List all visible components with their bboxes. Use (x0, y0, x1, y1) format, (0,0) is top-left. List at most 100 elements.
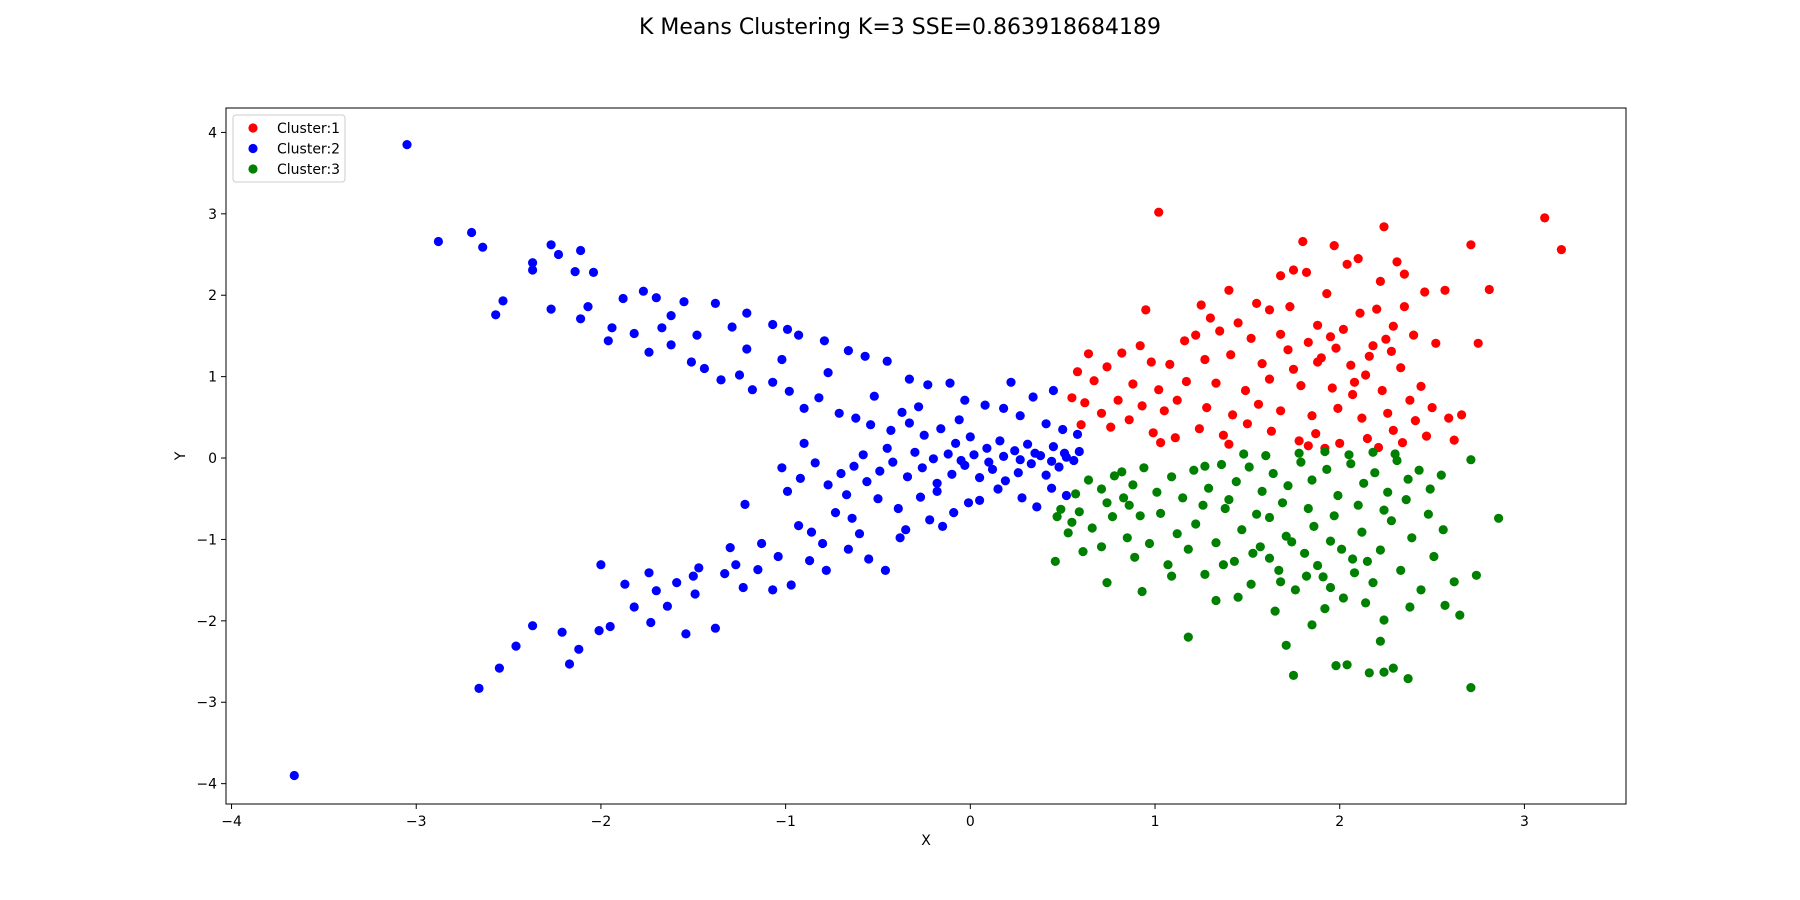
cluster-3-point (1313, 561, 1322, 570)
cluster-3-point (1269, 469, 1278, 478)
cluster-2-point (1030, 449, 1039, 458)
cluster-1-point (1276, 406, 1285, 415)
cluster-2-point (630, 329, 639, 338)
cluster-2-point (571, 267, 580, 276)
cluster-1-point (1173, 396, 1182, 405)
cluster-2-point (883, 444, 892, 453)
cluster-3-point (1300, 549, 1309, 558)
cluster-1-point (1283, 345, 1292, 354)
cluster-1-point (1102, 362, 1111, 371)
cluster-1-point (1128, 379, 1137, 388)
cluster-3-point (1128, 480, 1137, 489)
cluster-3-point (1237, 525, 1246, 534)
cluster-2-point (794, 521, 803, 530)
cluster-1-point (1331, 344, 1340, 353)
cluster-1-point (1322, 289, 1331, 298)
cluster-3-point (1466, 455, 1475, 464)
cluster-3-point (1376, 637, 1385, 646)
cluster-2-point (969, 450, 978, 459)
cluster-3-point (1152, 488, 1161, 497)
cluster-3-point (1178, 493, 1187, 502)
cluster-3-point (1274, 566, 1283, 575)
cluster-2-point (1075, 447, 1084, 456)
points-layer (290, 140, 1566, 780)
cluster-1-point (1125, 415, 1134, 424)
cluster-3-point (1295, 449, 1304, 458)
cluster-1-point (1117, 348, 1126, 357)
cluster-2-point (938, 522, 947, 531)
cluster-1-point (1326, 332, 1335, 341)
cluster-3-point (1466, 683, 1475, 692)
cluster-2-point (783, 487, 792, 496)
cluster-2-point (1014, 468, 1023, 477)
cluster-1-point (1355, 309, 1364, 318)
cluster-1-point (1154, 385, 1163, 394)
cluster-1-point (1289, 365, 1298, 374)
cluster-2-point (851, 414, 860, 423)
cluster-3-point (1320, 604, 1329, 613)
x-tick-label: −1 (775, 814, 796, 830)
cluster-2-point (547, 240, 556, 249)
cluster-2-point (574, 645, 583, 654)
cluster-2-point (589, 268, 598, 277)
cluster-3-point (1307, 620, 1316, 629)
cluster-3-point (1287, 537, 1296, 546)
cluster-1-point (1254, 400, 1263, 409)
cluster-2-point (999, 452, 1008, 461)
cluster-2-point (933, 479, 942, 488)
legend-marker (248, 144, 257, 153)
cluster-3-point (1138, 587, 1147, 596)
cluster-1-point (1339, 325, 1348, 334)
cluster-1-point (1067, 393, 1076, 402)
cluster-1-point (1114, 396, 1123, 405)
cluster-1-point (1416, 382, 1425, 391)
cluster-2-point (604, 336, 613, 345)
cluster-1-point (1313, 357, 1322, 366)
cluster-2-point (700, 364, 709, 373)
cluster-3-point (1326, 537, 1335, 546)
y-tick-label: 0 (208, 451, 217, 467)
cluster-2-point (606, 622, 615, 631)
cluster-2-point (982, 444, 991, 453)
cluster-2-point (883, 357, 892, 366)
cluster-2-point (905, 375, 914, 384)
cluster-2-point (836, 469, 845, 478)
cluster-1-point (1411, 416, 1420, 425)
cluster-2-point (901, 525, 910, 534)
cluster-2-point (1062, 491, 1071, 500)
cluster-3-point (1361, 598, 1370, 607)
cluster-3-point (1357, 528, 1366, 537)
cluster-2-point (1017, 493, 1026, 502)
cluster-3-point (1139, 463, 1148, 472)
cluster-3-point (1283, 481, 1292, 490)
cluster-2-point (739, 583, 748, 592)
cluster-2-point (528, 265, 537, 274)
cluster-3-point (1437, 471, 1446, 480)
cluster-3-point (1383, 488, 1392, 497)
cluster-2-point (1073, 430, 1082, 439)
cluster-2-point (565, 659, 574, 668)
cluster-3-point (1084, 475, 1093, 484)
cluster-2-point (984, 458, 993, 467)
cluster-3-point (1200, 462, 1209, 471)
cluster-3-point (1289, 671, 1298, 680)
cluster-2-point (576, 246, 585, 255)
cluster-3-point (1440, 601, 1449, 610)
cluster-2-point (794, 331, 803, 340)
cluster-3-point (1330, 511, 1339, 520)
cluster-1-point (1228, 410, 1237, 419)
cluster-3-point (1404, 674, 1413, 683)
cluster-2-point (820, 336, 829, 345)
cluster-3-point (1200, 570, 1209, 579)
cluster-2-point (1054, 462, 1063, 471)
cluster-2-point (835, 409, 844, 418)
x-tick-label: 0 (966, 814, 975, 830)
cluster-2-point (757, 539, 766, 548)
cluster-2-point (652, 586, 661, 595)
cluster-3-point (1365, 668, 1374, 677)
cluster-3-point (1416, 585, 1425, 594)
cluster-2-point (862, 477, 871, 486)
cluster-1-point (1376, 277, 1385, 286)
cluster-2-point (824, 480, 833, 489)
cluster-3-point (1125, 501, 1134, 510)
